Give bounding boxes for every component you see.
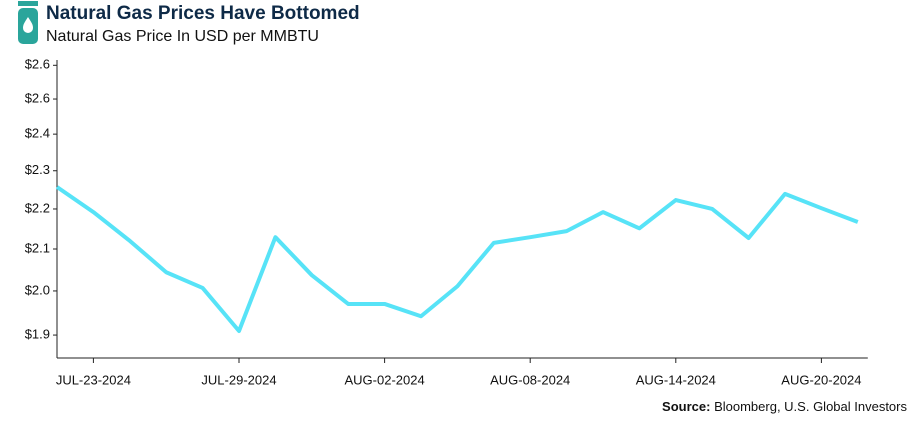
source: Source: Bloomberg, U.S. Global Investors xyxy=(662,399,907,414)
x-tick-label: AUG-14-2024 xyxy=(636,372,716,387)
x-tick-label: AUG-08-2024 xyxy=(490,372,570,387)
y-tick-label: $2.6 xyxy=(25,57,50,72)
y-tick-label: $2.3 xyxy=(25,162,50,177)
x-tick-label: JUL-29-2024 xyxy=(201,372,276,387)
y-tick-label: $2.0 xyxy=(25,282,50,297)
y-tick-label: $2.1 xyxy=(25,240,50,255)
x-tick-label: JUL-23-2024 xyxy=(56,372,131,387)
chart-title: Natural Gas Prices Have Bottomed xyxy=(46,3,360,24)
x-tick-label: AUG-20-2024 xyxy=(781,372,861,387)
source-label: Source: xyxy=(662,399,710,414)
y-tick-label: $2.4 xyxy=(25,126,50,141)
price-line xyxy=(55,185,859,333)
y-tick-label: $1.9 xyxy=(25,327,50,342)
chart-subtitle: Natural Gas Price In USD per MMBTU xyxy=(46,28,319,45)
gas-icon xyxy=(18,1,38,44)
x-tick-label: AUG-02-2024 xyxy=(344,372,424,387)
source-text: Bloomberg, U.S. Global Investors xyxy=(714,399,907,414)
y-tick-label: $2.6 xyxy=(25,90,50,105)
y-tick-label: $2.2 xyxy=(25,200,50,215)
